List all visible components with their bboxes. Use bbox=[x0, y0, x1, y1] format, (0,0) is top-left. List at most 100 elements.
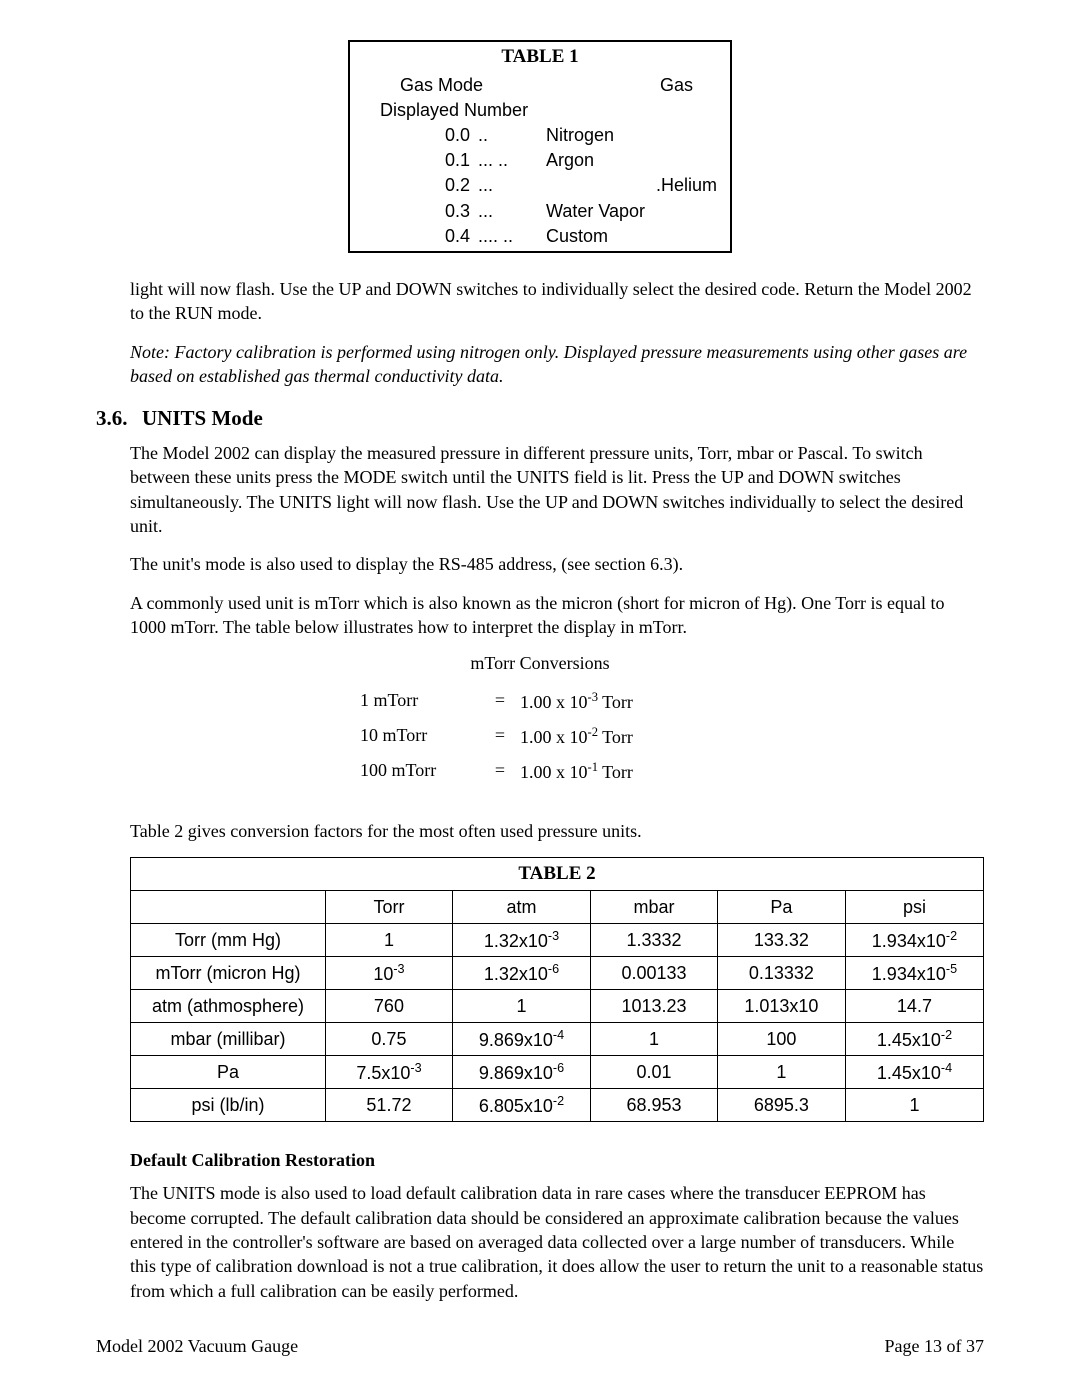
table-1-dots: .... .. bbox=[470, 224, 546, 249]
table-2-row: Torr (mm Hg)11.32x10-31.3332133.321.934x… bbox=[131, 924, 984, 957]
table-2-row: Pa7.5x10-39.869x10-60.0111.45x10-4 bbox=[131, 1056, 984, 1089]
table-2-cell: 0.13332 bbox=[717, 957, 845, 990]
table-1-row: 0.1... ..Argon bbox=[360, 148, 720, 173]
table-2-row: mbar (millibar)0.759.869x10-411001.45x10… bbox=[131, 1023, 984, 1056]
table-2-cell: 760 bbox=[325, 990, 452, 1023]
conversion-eq: = bbox=[480, 725, 520, 748]
conversion-left: 1 mTorr bbox=[360, 690, 480, 713]
table-1-gas: Argon bbox=[546, 148, 720, 173]
note-factory-calibration: Note: Factory calibration is performed u… bbox=[130, 340, 984, 389]
table-2-cell: 1 bbox=[717, 1056, 845, 1089]
table-2-title: TABLE 2 bbox=[131, 858, 984, 891]
table-1-gas: Custom bbox=[546, 224, 720, 249]
table-2-column-header: mbar bbox=[591, 891, 718, 924]
footer-right: Page 13 of 37 bbox=[885, 1336, 984, 1357]
conversion-row: 1 mTorr=1.00 x 10-3 Torr bbox=[360, 684, 720, 719]
table-1-row: 0.4.... ..Custom bbox=[360, 224, 720, 249]
table-1-header-left: Gas Mode bbox=[360, 73, 550, 98]
conversion-eq: = bbox=[480, 690, 520, 713]
table-2-row: atm (athmosphere)76011013.231.013x1014.7 bbox=[131, 990, 984, 1023]
table-2-cell: 1.32x10-3 bbox=[452, 924, 590, 957]
table-2-cell: 1.3332 bbox=[591, 924, 718, 957]
table-1-dots: ... .. bbox=[470, 148, 546, 173]
table-2-column-header bbox=[131, 891, 326, 924]
table-2-wrapper: TABLE 2TorratmmbarPapsiTorr (mm Hg)11.32… bbox=[130, 857, 984, 1122]
conversion-left: 10 mTorr bbox=[360, 725, 480, 748]
table-2-row-header: atm (athmosphere) bbox=[131, 990, 326, 1023]
section-number: 3.6. bbox=[96, 406, 132, 431]
subheading-default-calibration: Default Calibration Restoration bbox=[130, 1150, 984, 1171]
section-heading-units-mode: 3.6. UNITS Mode bbox=[96, 406, 984, 431]
table-2-header-row: TorratmmbarPapsi bbox=[131, 891, 984, 924]
table-2-cell: 68.953 bbox=[591, 1089, 718, 1122]
paragraph-intro: light will now flash. Use the UP and DOW… bbox=[130, 277, 984, 326]
table-2-cell: 14.7 bbox=[845, 990, 983, 1023]
table-1-gas: .Helium bbox=[546, 173, 720, 198]
conversion-right: 1.00 x 10-2 Torr bbox=[520, 725, 720, 748]
table-2-cell: 1 bbox=[325, 924, 452, 957]
table-2-row-header: mTorr (micron Hg) bbox=[131, 957, 326, 990]
table-2-column-header: Pa bbox=[717, 891, 845, 924]
table-2-cell: 1.45x10-4 bbox=[845, 1056, 983, 1089]
table-2-cell: 1 bbox=[845, 1089, 983, 1122]
table-2-cell: 9.869x10-6 bbox=[452, 1056, 590, 1089]
table-2-cell: 133.32 bbox=[717, 924, 845, 957]
table-2-cell: 1.32x10-6 bbox=[452, 957, 590, 990]
table-1-num: 0.3 bbox=[360, 199, 470, 224]
table-2-cell: 51.72 bbox=[325, 1089, 452, 1122]
conversion-right: 1.00 x 10-3 Torr bbox=[520, 690, 720, 713]
table-1-title: TABLE 1 bbox=[350, 42, 730, 73]
paragraph-table2-intro: Table 2 gives conversion factors for the… bbox=[130, 819, 984, 843]
table-2-row-header: psi (lb/in) bbox=[131, 1089, 326, 1122]
document-page: TABLE 1 Gas Mode Gas Displayed Number 0.… bbox=[0, 0, 1080, 1397]
table-1-body: 0.0..Nitrogen0.1... ..Argon0.2....Helium… bbox=[350, 123, 730, 249]
table-2-cell: 0.01 bbox=[591, 1056, 718, 1089]
mtorr-conversions-table: 1 mTorr=1.00 x 10-3 Torr10 mTorr=1.00 x … bbox=[360, 684, 720, 789]
table-2-cell: 9.869x10-4 bbox=[452, 1023, 590, 1056]
table-1-row: 0.0..Nitrogen bbox=[360, 123, 720, 148]
table-2-cell: 100 bbox=[717, 1023, 845, 1056]
table-2-row-header: mbar (millibar) bbox=[131, 1023, 326, 1056]
conversion-right: 1.00 x 10-1 Torr bbox=[520, 760, 720, 783]
table-2-cell: 6895.3 bbox=[717, 1089, 845, 1122]
conversion-row: 10 mTorr=1.00 x 10-2 Torr bbox=[360, 719, 720, 754]
table-2-row: psi (lb/in)51.726.805x10-268.9536895.31 bbox=[131, 1089, 984, 1122]
table-2-column-header: atm bbox=[452, 891, 590, 924]
table-1-header-sub: Displayed Number bbox=[350, 98, 730, 123]
paragraph-units-3: A commonly used unit is mTorr which is a… bbox=[130, 591, 984, 640]
table-1-gas: Water Vapor bbox=[546, 199, 720, 224]
table-2-cell: 1 bbox=[452, 990, 590, 1023]
table-1-gas: Nitrogen bbox=[546, 123, 720, 148]
table-1-num: 0.1 bbox=[360, 148, 470, 173]
table-2-cell: 6.805x10-2 bbox=[452, 1089, 590, 1122]
conversion-row: 100 mTorr=1.00 x 10-1 Torr bbox=[360, 754, 720, 789]
mtorr-conversions-title: mTorr Conversions bbox=[96, 653, 984, 674]
table-1-dots: .. bbox=[470, 123, 546, 148]
table-1-header-right: Gas bbox=[550, 73, 720, 98]
table-2-cell: 1.934x10-5 bbox=[845, 957, 983, 990]
table-2-column-header: psi bbox=[845, 891, 983, 924]
table-2-cell: 1.013x10 bbox=[717, 990, 845, 1023]
section-title: UNITS Mode bbox=[142, 406, 263, 431]
table-1-num: 0.2 bbox=[360, 173, 470, 198]
table-1-num: 0.0 bbox=[360, 123, 470, 148]
conversion-eq: = bbox=[480, 760, 520, 783]
paragraph-units-2: The unit's mode is also used to display … bbox=[130, 552, 984, 576]
table-2-cell: 7.5x10-3 bbox=[325, 1056, 452, 1089]
table-2-cell: 10-3 bbox=[325, 957, 452, 990]
table-2-cell: 0.75 bbox=[325, 1023, 452, 1056]
table-2-cell: 1 bbox=[591, 1023, 718, 1056]
table-2-column-header: Torr bbox=[325, 891, 452, 924]
table-1: TABLE 1 Gas Mode Gas Displayed Number 0.… bbox=[348, 40, 732, 253]
paragraph-default-calibration: The UNITS mode is also used to load defa… bbox=[130, 1181, 984, 1302]
table-1-num: 0.4 bbox=[360, 224, 470, 249]
table-1-row: 0.2....Helium bbox=[360, 173, 720, 198]
table-1-dots: ... bbox=[470, 173, 546, 198]
paragraph-units-1: The Model 2002 can display the measured … bbox=[130, 441, 984, 538]
page-footer: Model 2002 Vacuum Gauge Page 13 of 37 bbox=[96, 1336, 984, 1357]
footer-left: Model 2002 Vacuum Gauge bbox=[96, 1336, 298, 1357]
table-2-cell: 1.45x10-2 bbox=[845, 1023, 983, 1056]
table-1-row: 0.3... Water Vapor bbox=[360, 199, 720, 224]
conversion-left: 100 mTorr bbox=[360, 760, 480, 783]
table-2-row-header: Torr (mm Hg) bbox=[131, 924, 326, 957]
